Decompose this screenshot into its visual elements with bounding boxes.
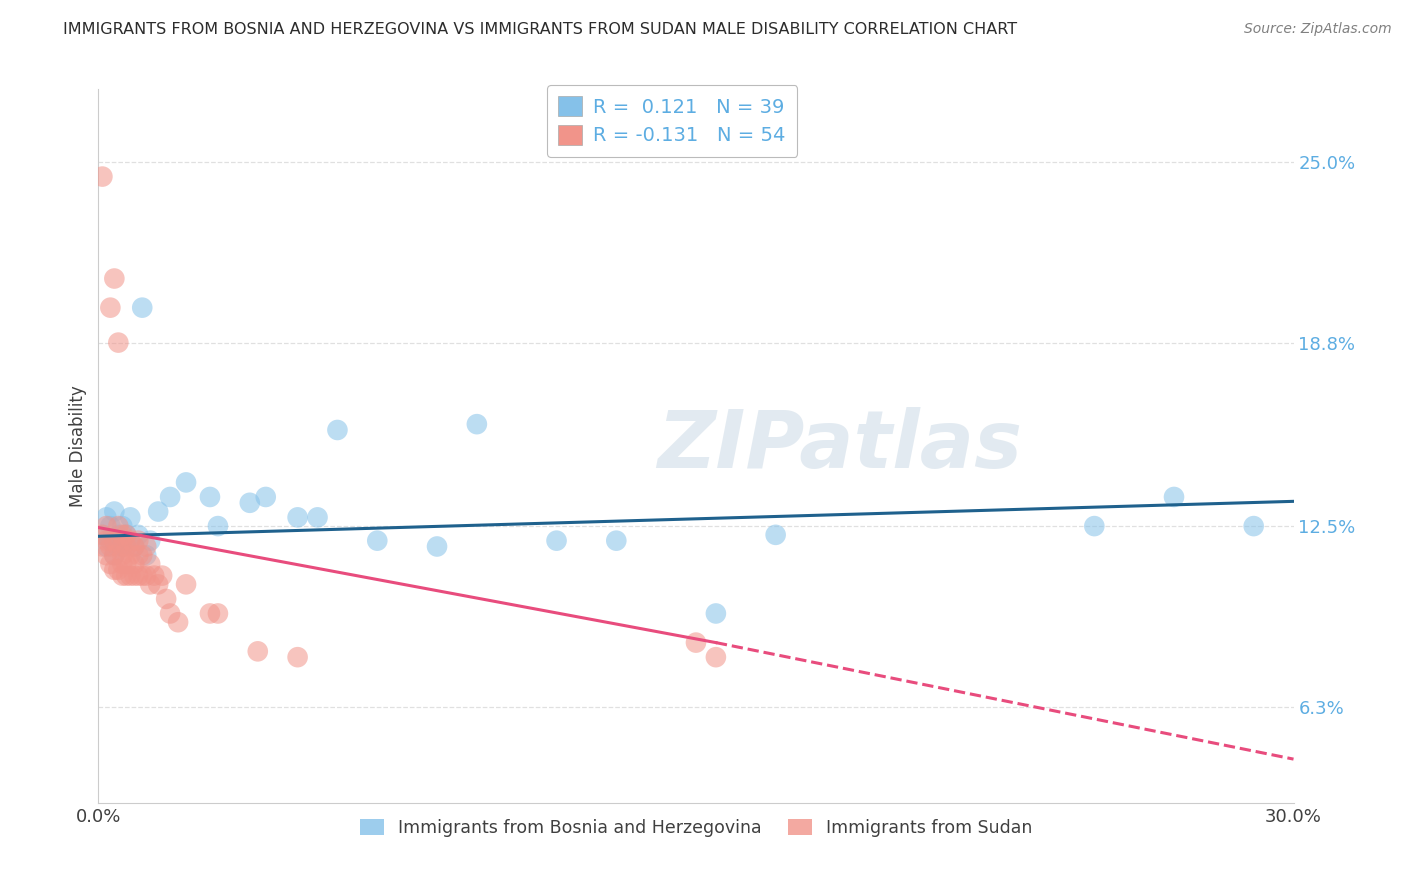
Point (131, 301, 153, 315)
Point (148, 577, 170, 591)
Point (704, 650, 727, 665)
Point (96, 510, 118, 524)
Point (159, 607, 181, 621)
Point (111, 557, 134, 571)
Point (98, 301, 122, 315)
Point (426, 540, 449, 554)
Point (366, 533, 388, 548)
Point (131, 548, 153, 562)
Point (103, 548, 125, 562)
Point (124, 540, 146, 554)
Point (115, 568, 138, 582)
Point (107, 533, 129, 548)
Point (103, 504, 125, 518)
Point (107, 335, 129, 350)
Point (143, 568, 166, 582)
Point (605, 533, 627, 548)
Point (107, 528, 129, 542)
Point (111, 540, 134, 554)
Point (198, 607, 221, 621)
Point (91, 528, 114, 542)
Point (465, 417, 488, 432)
Point (124, 540, 146, 554)
Point (246, 644, 269, 658)
Point (115, 528, 138, 542)
Point (139, 557, 162, 571)
Point (111, 519, 134, 533)
Point (115, 533, 138, 548)
Point (150, 568, 173, 582)
Point (120, 533, 142, 548)
Point (96, 519, 118, 533)
Point (115, 540, 138, 554)
Point (254, 490, 277, 504)
Text: ZIPatlas: ZIPatlas (657, 407, 1022, 485)
Point (685, 635, 707, 649)
Point (1163, 490, 1185, 504)
Point (287, 510, 309, 524)
Point (1083, 519, 1105, 533)
Point (98, 519, 122, 533)
Point (704, 607, 727, 621)
Point (546, 533, 568, 548)
Point (115, 557, 138, 571)
Point (1243, 519, 1265, 533)
Point (287, 650, 309, 665)
Point (111, 540, 134, 554)
Point (207, 519, 229, 533)
Y-axis label: Male Disability: Male Disability (69, 385, 87, 507)
Point (127, 548, 149, 562)
Point (139, 577, 162, 591)
Point (174, 577, 197, 591)
Point (148, 504, 170, 518)
Point (103, 533, 125, 548)
Point (107, 519, 129, 533)
Point (111, 528, 134, 542)
Point (111, 568, 134, 582)
Point (307, 510, 329, 524)
Point (198, 490, 221, 504)
Point (124, 557, 146, 571)
Point (91, 528, 114, 542)
Point (103, 563, 125, 577)
Point (120, 548, 142, 562)
Point (103, 271, 125, 285)
Point (115, 528, 138, 542)
Point (98, 533, 122, 548)
Point (326, 423, 349, 437)
Point (131, 568, 153, 582)
Point (155, 591, 177, 606)
Point (111, 548, 134, 562)
Legend: Immigrants from Bosnia and Herzegovina, Immigrants from Sudan: Immigrants from Bosnia and Herzegovina, … (353, 813, 1039, 844)
Point (98, 540, 122, 554)
Point (207, 607, 229, 621)
Point (98, 557, 122, 571)
Point (96, 540, 118, 554)
Point (765, 528, 787, 542)
Point (96, 533, 118, 548)
Point (96, 548, 118, 562)
Point (120, 568, 142, 582)
Point (124, 568, 146, 582)
Point (135, 568, 157, 582)
Text: IMMIGRANTS FROM BOSNIA AND HERZEGOVINA VS IMMIGRANTS FROM SUDAN MALE DISABILITY : IMMIGRANTS FROM BOSNIA AND HERZEGOVINA V… (63, 22, 1018, 37)
Point (135, 540, 157, 554)
Point (167, 615, 190, 630)
Point (127, 568, 149, 582)
Point (127, 533, 149, 548)
Point (107, 563, 129, 577)
Point (107, 540, 129, 554)
Point (91, 540, 114, 554)
Point (127, 528, 149, 542)
Point (103, 548, 125, 562)
Point (174, 475, 197, 490)
Point (239, 496, 262, 510)
Point (139, 533, 162, 548)
Point (135, 548, 157, 562)
Text: Source: ZipAtlas.com: Source: ZipAtlas.com (1244, 22, 1392, 37)
Point (159, 490, 181, 504)
Point (120, 510, 142, 524)
Point (91, 169, 114, 184)
